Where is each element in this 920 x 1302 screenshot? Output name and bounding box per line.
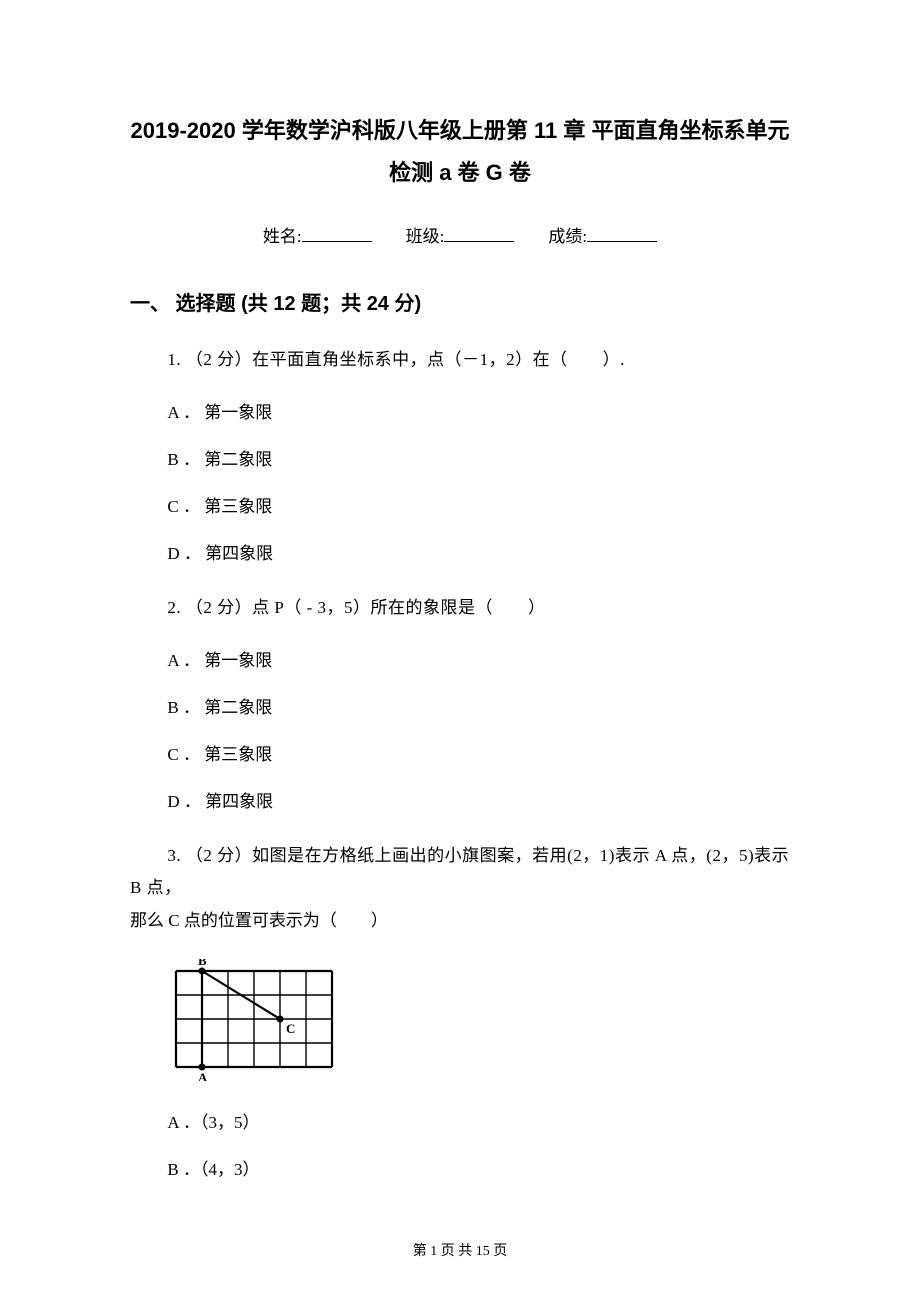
question-2-option-d: D ． 第四象限 — [130, 787, 790, 812]
question-3-stem-cont: 那么 C 点的位置可表示为（ ） — [130, 905, 790, 937]
page-footer: 第 1 页 共 15 页 — [0, 1240, 920, 1260]
question-1-option-b: B ． 第二象限 — [130, 445, 790, 470]
question-2-option-b: B ． 第二象限 — [130, 693, 790, 718]
score-label: 成绩: — [548, 227, 587, 246]
question-3-stem: 3. （2 分）如图是在方格纸上画出的小旗图案，若用(2，1)表示 A 点，(2… — [130, 840, 790, 905]
svg-text:B: B — [198, 959, 207, 968]
flag-grid-svg: A B C — [168, 959, 340, 1081]
question-1-option-d: D ． 第四象限 — [130, 539, 790, 564]
question-2-option-c: C ． 第三象限 — [130, 740, 790, 765]
info-form-line: 姓名: 班级: 成绩: — [130, 222, 790, 247]
svg-text:A: A — [198, 1070, 208, 1081]
class-blank[interactable] — [444, 224, 514, 242]
question-2-option-a: A ． 第一象限 — [130, 646, 790, 671]
page-title-line2: 检测 a 卷 G 卷 — [130, 152, 790, 194]
question-3-stem-part1: 3. （2 分）如图是在方格纸上画出的小旗图案，若用(2，1)表示 A 点，(2… — [130, 846, 789, 897]
question-1-option-a: A ． 第一象限 — [130, 398, 790, 423]
question-1-option-c: C ． 第三象限 — [130, 492, 790, 517]
question-2-stem: 2. （2 分）点 P（ - 3，5）所在的象限是（ ） — [130, 592, 790, 624]
class-label: 班级: — [406, 227, 445, 246]
question-3-option-a: A ．（3，5） — [130, 1108, 790, 1133]
question-1-stem: 1. （2 分）在平面直角坐标系中，点（－1，2）在（ ）. — [130, 344, 790, 376]
page-title-line1: 2019-2020 学年数学沪科版八年级上册第 11 章 平面直角坐标系单元 — [130, 110, 790, 152]
document-page: 2019-2020 学年数学沪科版八年级上册第 11 章 平面直角坐标系单元 检… — [0, 0, 920, 1302]
question-3-figure: A B C — [168, 959, 790, 1086]
name-label: 姓名: — [263, 227, 302, 246]
name-blank[interactable] — [302, 224, 372, 242]
question-3-option-b: B ．（4，3） — [130, 1155, 790, 1180]
svg-text:C: C — [286, 1021, 295, 1036]
section-1-heading: 一、 选择题 (共 12 题；共 24 分) — [130, 287, 790, 316]
score-blank[interactable] — [587, 224, 657, 242]
